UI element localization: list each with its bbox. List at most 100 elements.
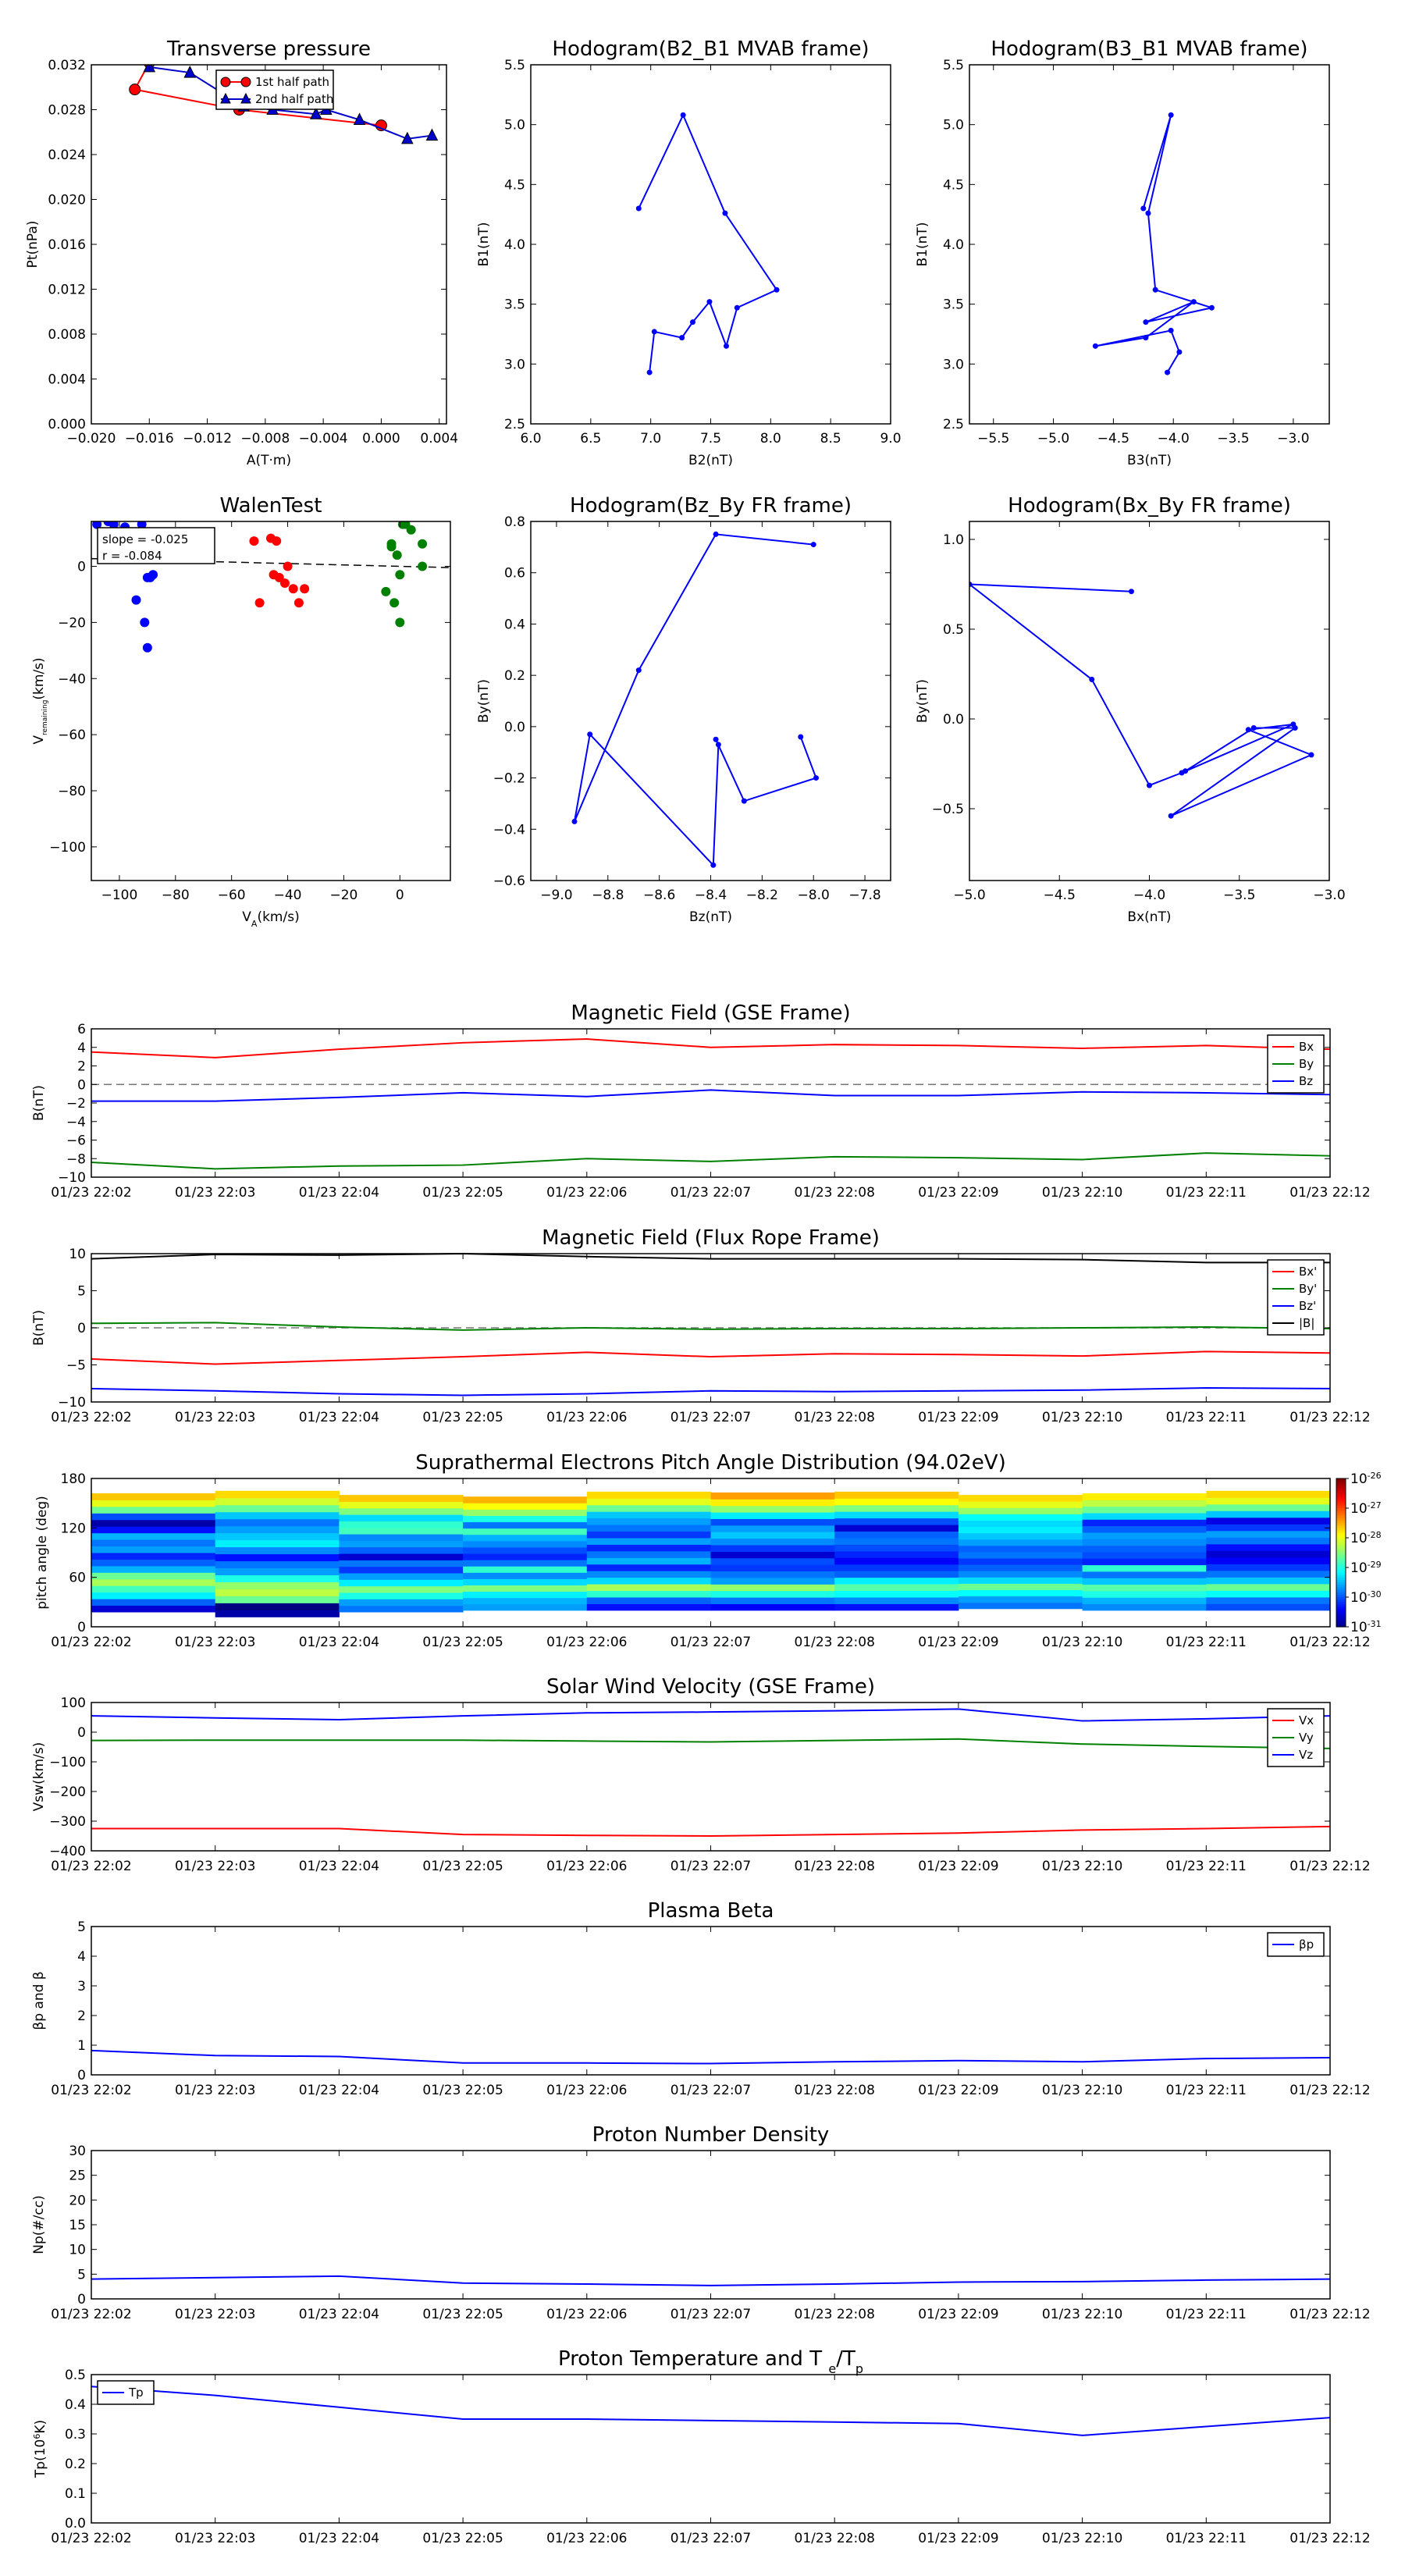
pad-cell — [463, 1591, 588, 1599]
mag_gse-time-label: 01/23 22:07 — [670, 1185, 751, 1201]
hodo2-title: Hodogram(B3_B1 MVAB frame) — [991, 37, 1307, 61]
walen-panel: −100 −80 −60 −40 −20 0 −100 −80 −60 −40 −20 0 WalenT… — [31, 494, 451, 929]
pad-colorbar-label: 10-29 — [1350, 1560, 1382, 1577]
pad-time-label: 01/23 22:05 — [422, 1635, 503, 1650]
beta-time-label: 01/23 22:11 — [1166, 2083, 1247, 2098]
pad-colorbar-step — [1336, 1594, 1346, 1598]
tp_temp-ylabel-tail: K) — [33, 2420, 48, 2434]
tp_temp-time-label: 01/23 22:06 — [546, 2531, 627, 2546]
pad-cell — [710, 1545, 835, 1552]
walen-xtick-label: −60 — [218, 888, 246, 903]
hodo1-ylabel: B1(nT) — [476, 222, 492, 267]
walen-xtick-label: 0 — [396, 888, 404, 903]
mag_fr-time-label: 01/23 22:06 — [546, 1410, 627, 1425]
vsw-ytick-label: 100 — [61, 1695, 86, 1711]
pad-cell — [91, 1506, 216, 1514]
np-time-label: 01/23 22:06 — [546, 2307, 627, 2322]
mag_fr-time-label: 01/23 22:04 — [299, 1410, 379, 1425]
hodo3-point — [715, 742, 721, 748]
tp-point — [425, 128, 439, 141]
pad-colorbar-step — [1336, 1606, 1346, 1610]
pad-cell — [339, 1599, 464, 1606]
walen-ytick-label: −40 — [58, 671, 86, 687]
pad-colorbar-exp: -26 — [1368, 1471, 1382, 1481]
pad-cell — [215, 1518, 340, 1527]
hodo3-point — [741, 798, 747, 804]
mag_fr-legend-label: By' — [1299, 1282, 1317, 1296]
hodo3-series-line — [573, 533, 817, 867]
hodo4-xtick-label: −4.0 — [1133, 888, 1165, 903]
walen-fit-line — [91, 557, 450, 568]
tp-ytick-label: 0.032 — [48, 58, 86, 73]
pad-cell — [1206, 1517, 1331, 1525]
hodo1-point — [689, 319, 695, 326]
mag_fr-time-label: 01/23 22:02 — [51, 1410, 131, 1425]
pad-cell — [958, 1545, 1083, 1553]
beta-time-label: 01/23 22:10 — [1042, 2083, 1122, 2098]
tp_temp-series-Tp — [91, 2386, 1331, 2436]
pad-cell — [1082, 1564, 1207, 1572]
tp-ylabel: Pt(nPa) — [25, 221, 41, 269]
mag_fr-ytick-label: −5 — [66, 1358, 86, 1374]
pad-cell — [1206, 1497, 1331, 1505]
tp_temp-ylabel-main: Tp(10 — [33, 2439, 48, 2478]
hodo3-ytick-label: 0.8 — [504, 514, 525, 530]
hodo2-xtick-label: −5.0 — [1037, 431, 1069, 447]
pad-cell — [710, 1538, 835, 1546]
hodo4-point — [1128, 589, 1134, 595]
hodo4-ylabel: By(nT) — [915, 679, 930, 723]
hodo3-xlabel: Bz(nT) — [689, 909, 732, 925]
pad-colorbar-step — [1336, 1577, 1346, 1581]
hodo4-point — [969, 582, 973, 587]
pad-cell — [91, 1519, 216, 1527]
tp_temp-time-label: 01/23 22:03 — [175, 2531, 255, 2546]
mag_gse-ytick-label: −6 — [66, 1133, 86, 1149]
tp_temp-ylabel: Tp(106K) — [32, 2420, 49, 2478]
pad-cell — [958, 1507, 1083, 1514]
tp_temp-time-label: 01/23 22:11 — [1166, 2531, 1247, 2546]
hodo4-xtick-label: −3.0 — [1313, 888, 1345, 903]
tp-xtick-label: −0.016 — [125, 431, 174, 447]
pad-cell — [91, 1539, 216, 1547]
pad-cell — [339, 1495, 464, 1502]
pad-cell — [958, 1501, 1083, 1508]
pad-ytick-label: 180 — [61, 1471, 86, 1487]
hodo3-xtick-label: −8.0 — [798, 888, 830, 903]
pad-cell — [1206, 1503, 1331, 1511]
pad-colorbar-step — [1336, 1503, 1346, 1507]
pad-cell — [463, 1597, 588, 1605]
hodo3-xtick-label: −8.6 — [643, 888, 675, 903]
vsw-time-label: 01/23 22:06 — [546, 1859, 627, 1874]
tp_temp-legend-label: Tp — [128, 2386, 144, 2400]
hodo1-plot-area — [635, 112, 780, 375]
tp-ytick-label: 0.024 — [48, 148, 86, 163]
pad-cell — [463, 1496, 588, 1503]
pad-cell — [710, 1584, 835, 1592]
hodo4-point — [1147, 782, 1152, 788]
tp-ytick-label: 0.004 — [48, 372, 86, 388]
pad-cell — [958, 1551, 1083, 1559]
pad-cell — [215, 1511, 340, 1520]
hodo3-xtick-label: −7.8 — [848, 888, 880, 903]
hodo2-xtick-label: −5.5 — [977, 431, 1009, 447]
vsw-legend-label: Vy — [1299, 1731, 1314, 1745]
walen-point — [381, 586, 391, 596]
pad-colorbar-step — [1336, 1488, 1346, 1492]
pad-colorbar-step — [1336, 1513, 1346, 1517]
hodo1-point — [635, 205, 642, 212]
hodo2-point — [1190, 299, 1197, 305]
pad-colorbar-base: 10 — [1350, 1590, 1368, 1606]
hodo2-ytick-label: 5.0 — [943, 118, 964, 133]
vsw-ytick-label: −300 — [49, 1814, 86, 1830]
pad-colorbar-step — [1336, 1582, 1346, 1585]
pad-cell — [710, 1499, 835, 1507]
pad-colorbar-step — [1336, 1528, 1346, 1532]
walen-point — [269, 570, 279, 580]
pad-cell — [710, 1525, 835, 1532]
hodo3-plot-frame — [530, 521, 891, 881]
pad-cell — [834, 1511, 959, 1519]
hodo3-title: Hodogram(Bz_By FR frame) — [570, 494, 852, 518]
pad-colorbar-step — [1336, 1508, 1346, 1511]
pad-cell — [215, 1560, 340, 1569]
pad-colorbar-label: 10-26 — [1350, 1471, 1382, 1488]
